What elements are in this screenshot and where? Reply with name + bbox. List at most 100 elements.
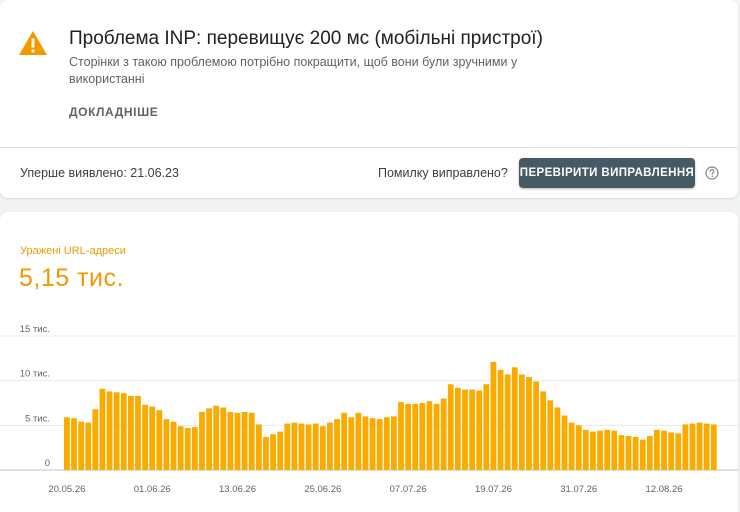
chart-bar[interactable]: [149, 406, 156, 470]
chart-bar[interactable]: [248, 412, 255, 470]
chart-bar[interactable]: [654, 429, 660, 470]
chart-bar[interactable]: [255, 424, 262, 470]
chart-bar[interactable]: [71, 418, 77, 470]
chart-bar[interactable]: [284, 423, 291, 470]
chart-bar[interactable]: [454, 387, 461, 470]
chart-bar[interactable]: [78, 421, 85, 470]
chart-bar[interactable]: [64, 417, 70, 470]
chart-bar[interactable]: [135, 395, 141, 470]
chart-bar[interactable]: [120, 393, 127, 470]
chart-bar[interactable]: [305, 424, 312, 470]
chart-bar[interactable]: [504, 374, 511, 470]
chart-bar[interactable]: [568, 422, 575, 470]
chart-bar[interactable]: [611, 430, 618, 470]
chart-bar[interactable]: [220, 407, 227, 470]
chart-bar[interactable]: [106, 391, 113, 470]
chart-bar[interactable]: [369, 418, 376, 470]
chart-bar[interactable]: [270, 434, 276, 470]
chart-bar[interactable]: [703, 423, 710, 470]
chart-bar[interactable]: [675, 433, 682, 470]
chart-bar[interactable]: [433, 403, 440, 470]
chart-bar[interactable]: [184, 428, 191, 470]
chart-bar[interactable]: [412, 403, 419, 470]
chart-bar[interactable]: [540, 391, 547, 470]
chart-bar[interactable]: [312, 423, 319, 470]
chart-bar[interactable]: [191, 427, 198, 470]
chart-bar[interactable]: [348, 417, 355, 470]
learn-more-link[interactable]: ДОКЛАДНІШЕ: [69, 105, 159, 119]
chart-bar[interactable]: [170, 421, 177, 470]
chart-bar[interactable]: [632, 436, 639, 470]
chart-bar[interactable]: [85, 422, 92, 470]
chart-bar[interactable]: [639, 439, 646, 470]
chart-bar[interactable]: [597, 430, 603, 470]
chart-bar[interactable]: [355, 412, 362, 470]
chart-bar[interactable]: [398, 402, 404, 470]
help-icon[interactable]: [705, 166, 719, 180]
chart-bar[interactable]: [561, 415, 568, 470]
chart-bar[interactable]: [391, 416, 397, 470]
chart-bar[interactable]: [206, 408, 212, 470]
chart-bar[interactable]: [462, 389, 468, 470]
divider: [0, 147, 738, 148]
chart-bar[interactable]: [163, 419, 170, 470]
chart-bar[interactable]: [383, 417, 390, 470]
chart-bar[interactable]: [362, 416, 369, 470]
chart-bar[interactable]: [533, 381, 539, 470]
chart-bar[interactable]: [263, 436, 269, 470]
chart-bar[interactable]: [483, 384, 490, 470]
chart-bar[interactable]: [476, 390, 483, 470]
chart-bar[interactable]: [426, 401, 433, 470]
chart-bar[interactable]: [554, 407, 561, 470]
chart-bar[interactable]: [575, 425, 582, 470]
chart-bar[interactable]: [341, 412, 348, 470]
chart-bar[interactable]: [511, 367, 518, 470]
chart-bar[interactable]: [298, 423, 305, 470]
chart-bar[interactable]: [469, 389, 476, 470]
chart-bar[interactable]: [199, 411, 205, 470]
chart-bar[interactable]: [127, 395, 134, 470]
chart-bar[interactable]: [547, 400, 554, 470]
chart-bar[interactable]: [497, 369, 504, 470]
chart-bar[interactable]: [526, 377, 532, 470]
chart-bar[interactable]: [518, 374, 525, 470]
chart-bar[interactable]: [319, 426, 326, 470]
chart-bar[interactable]: [213, 405, 220, 470]
chart-bar[interactable]: [419, 403, 426, 470]
chart-bar[interactable]: [113, 392, 120, 470]
chart-bar[interactable]: [99, 388, 106, 470]
chart-bar[interactable]: [710, 424, 717, 470]
chart-bar[interactable]: [440, 398, 447, 470]
chart-bar[interactable]: [625, 436, 632, 470]
chart-bar[interactable]: [405, 403, 412, 470]
chart-bar[interactable]: [227, 411, 234, 470]
chart-bar[interactable]: [291, 422, 298, 470]
chart-bar[interactable]: [618, 435, 625, 470]
chart-bar[interactable]: [334, 419, 340, 470]
chart-bar[interactable]: [689, 423, 696, 470]
x-tick-label: 31.07.26: [560, 484, 597, 495]
chart-bar[interactable]: [661, 430, 667, 470]
validate-fix-button[interactable]: ПЕРЕВІРИТИ ВИПРАВЛЕННЯ: [519, 158, 695, 188]
x-tick-label: 01.06.26: [134, 484, 171, 495]
chart-bar[interactable]: [590, 431, 596, 470]
chart-bar[interactable]: [447, 384, 454, 470]
chart-bar[interactable]: [142, 404, 149, 470]
chart-bar[interactable]: [668, 432, 675, 470]
chart-bar[interactable]: [604, 429, 611, 470]
chart-bar[interactable]: [327, 422, 333, 470]
first-detected-date: Уперше виявлено: 21.06.23: [20, 166, 179, 180]
chart-bar[interactable]: [241, 411, 248, 470]
chart-bar[interactable]: [234, 412, 241, 470]
chart-bar[interactable]: [156, 410, 163, 470]
chart-bar[interactable]: [682, 424, 689, 470]
chart-bar[interactable]: [277, 431, 284, 470]
chart-bar[interactable]: [646, 436, 653, 470]
chart-bar[interactable]: [696, 422, 703, 470]
y-tick-label: 15 тис.: [20, 324, 50, 335]
chart-bar[interactable]: [376, 419, 383, 470]
chart-bar[interactable]: [92, 409, 99, 470]
chart-bar[interactable]: [582, 429, 589, 470]
chart-bar[interactable]: [177, 426, 184, 470]
chart-bar[interactable]: [490, 361, 497, 470]
